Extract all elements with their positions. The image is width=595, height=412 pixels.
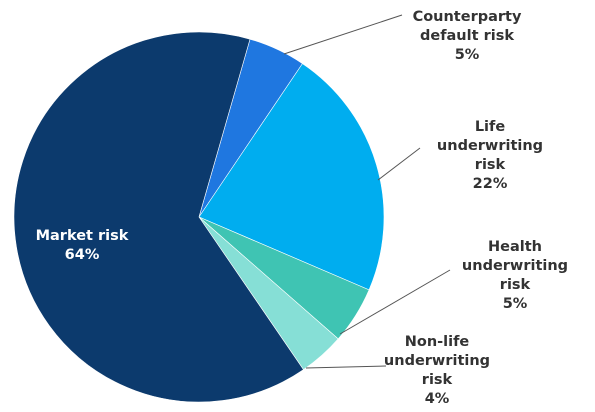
value-label: 5%: [454, 47, 480, 63]
value-label: 4%: [424, 391, 450, 407]
leader-line: [339, 269, 451, 335]
slice-label: Health underwriting risk 5%: [450, 238, 580, 314]
slice-label: Market risk 64%: [22, 227, 142, 265]
slice-label: Non-life underwriting risk 4%: [377, 333, 497, 409]
leader-line: [305, 365, 387, 369]
leader-line: [283, 14, 403, 55]
value-label: 64%: [64, 247, 100, 263]
pie-slice: [13, 31, 304, 403]
leader-line: [377, 147, 421, 181]
category-label: Health underwriting risk: [461, 239, 569, 293]
category-label: Life underwriting risk: [436, 119, 544, 173]
value-label: 22%: [472, 176, 508, 192]
slice-label: Counterparty default risk 5%: [392, 8, 542, 65]
slice-label: Life underwriting risk 22%: [425, 118, 555, 194]
pie-slice: [198, 63, 385, 291]
value-label: 5%: [502, 296, 528, 312]
category-label: Non-life underwriting risk: [383, 334, 491, 388]
category-label: Counterparty default risk: [412, 9, 522, 44]
category-label: Market risk: [35, 228, 129, 244]
